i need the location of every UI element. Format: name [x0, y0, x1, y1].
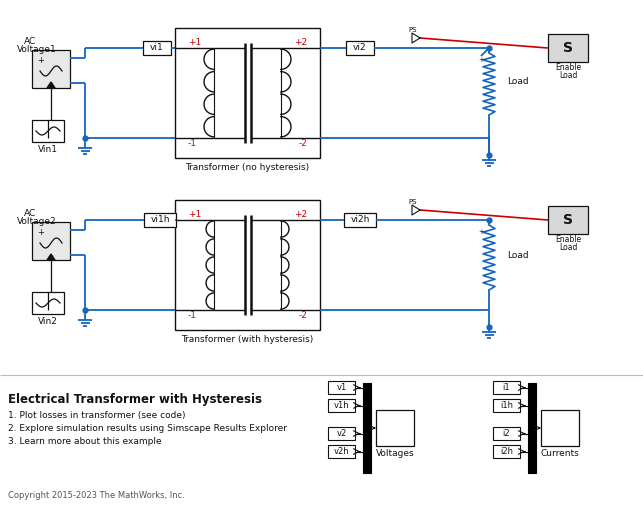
Bar — [143, 41, 171, 55]
Bar — [528, 383, 536, 473]
Bar — [32, 120, 64, 142]
Bar — [493, 399, 520, 412]
Bar — [328, 399, 355, 412]
Text: AC: AC — [24, 38, 36, 47]
Text: Load: Load — [507, 250, 529, 260]
Text: -1: -1 — [188, 139, 197, 148]
Bar — [344, 213, 376, 227]
Text: +2: +2 — [294, 210, 307, 219]
Bar — [346, 41, 374, 55]
Text: -2: -2 — [298, 139, 307, 148]
Text: Electrical Transformer with Hysteresis: Electrical Transformer with Hysteresis — [8, 393, 262, 406]
Text: vi1: vi1 — [150, 44, 164, 53]
Bar — [376, 410, 414, 446]
Text: AC: AC — [24, 209, 36, 219]
Text: -1: -1 — [188, 311, 197, 320]
Text: Copyright 2015-2023 The MathWorks, Inc.: Copyright 2015-2023 The MathWorks, Inc. — [8, 491, 185, 500]
Text: +2: +2 — [294, 38, 307, 47]
Bar — [175, 200, 320, 330]
Text: Voltage1: Voltage1 — [17, 45, 57, 54]
Text: +: + — [478, 57, 484, 63]
Text: vi2: vi2 — [353, 44, 367, 53]
Text: +: + — [37, 228, 44, 237]
Bar — [493, 427, 520, 440]
Polygon shape — [47, 82, 55, 88]
Bar — [144, 213, 176, 227]
Text: PS: PS — [409, 27, 417, 33]
Text: S: S — [563, 41, 573, 55]
Bar — [175, 28, 320, 158]
Bar — [493, 445, 520, 458]
Text: Vin1: Vin1 — [38, 146, 58, 155]
Bar — [32, 50, 70, 88]
Bar — [328, 427, 355, 440]
Text: vi2h: vi2h — [350, 215, 370, 225]
Bar — [32, 222, 70, 260]
Bar — [548, 206, 588, 234]
Text: -2: -2 — [298, 311, 307, 320]
Polygon shape — [47, 254, 55, 260]
Text: Transformer (with hysteresis): Transformer (with hysteresis) — [181, 336, 314, 344]
Text: Currents: Currents — [541, 450, 579, 458]
Text: vi1h: vi1h — [150, 215, 170, 225]
Bar — [363, 383, 371, 473]
Text: PS: PS — [409, 199, 417, 205]
Text: Voltages: Voltages — [376, 450, 414, 458]
Bar — [548, 34, 588, 62]
Text: 3. Learn more about this example: 3. Learn more about this example — [8, 437, 161, 446]
Text: Load: Load — [559, 70, 577, 80]
Text: +: + — [37, 56, 44, 65]
Text: i2: i2 — [503, 429, 511, 438]
Text: i2h: i2h — [500, 447, 513, 456]
Text: +: + — [478, 229, 484, 235]
Text: Vin2: Vin2 — [38, 317, 58, 327]
Text: Enable: Enable — [555, 235, 581, 244]
Text: v1h: v1h — [334, 401, 349, 410]
Bar — [32, 292, 64, 314]
Text: Enable: Enable — [555, 63, 581, 73]
Bar — [493, 381, 520, 394]
Text: Voltage2: Voltage2 — [17, 216, 57, 226]
Text: S: S — [563, 213, 573, 227]
Text: Load: Load — [507, 77, 529, 86]
Text: v1: v1 — [336, 383, 347, 392]
Bar — [328, 445, 355, 458]
Text: v2h: v2h — [334, 447, 349, 456]
Bar — [541, 410, 579, 446]
Bar — [328, 381, 355, 394]
Text: i1h: i1h — [500, 401, 513, 410]
Text: 1. Plot losses in transformer (see code): 1. Plot losses in transformer (see code) — [8, 411, 185, 420]
Text: Transformer (no hysteresis): Transformer (no hysteresis) — [185, 163, 309, 172]
Text: v2: v2 — [336, 429, 347, 438]
Text: +1: +1 — [188, 38, 201, 47]
Text: +1: +1 — [188, 210, 201, 219]
Text: 2. Explore simulation results using Simscape Results Explorer: 2. Explore simulation results using Sims… — [8, 424, 287, 433]
Text: i1: i1 — [503, 383, 511, 392]
Text: Load: Load — [559, 242, 577, 251]
